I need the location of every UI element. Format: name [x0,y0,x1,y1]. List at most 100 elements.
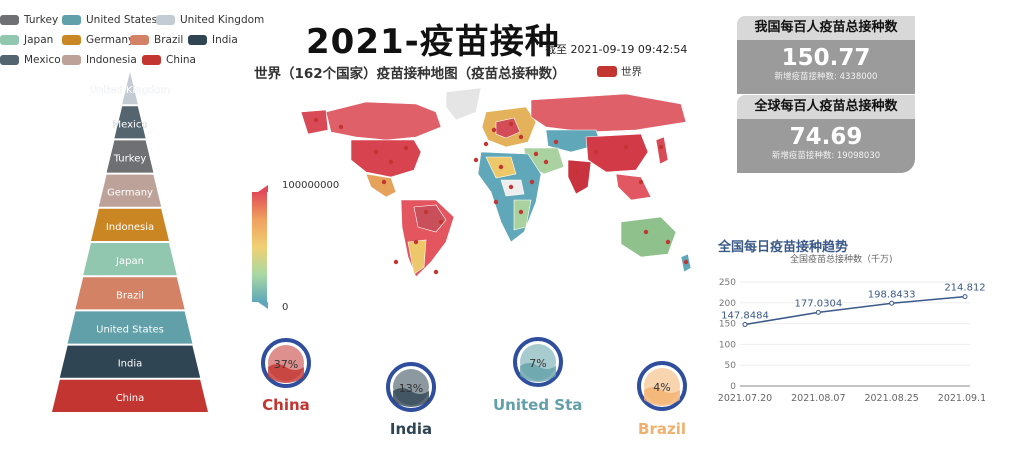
data-label: 147.8484 [721,310,769,321]
china-stat-value: 150.77 [781,45,871,71]
map-region-usa [350,139,422,178]
trend-legend-label: 全国疫苗总接种数（千万) [790,255,893,265]
gauge-label: China [262,396,310,414]
map-region-europe-2 [495,117,521,139]
global-stat-box: 74.69 新增疫苗接种数: 19098030 [737,119,915,173]
funnel-segment [122,72,138,105]
legend-item[interactable]: United States [62,14,157,26]
map-dot [518,134,524,140]
china-stat-box: 150.77 新增疫苗接种数: 4338000 [737,40,915,94]
funnel-label: Indonesia [106,222,154,233]
map-dot [498,164,504,170]
funnel-segment [75,277,185,310]
funnel-label: China [116,393,145,404]
legend-label: Brazil [154,34,184,46]
legend-swatch [62,35,81,45]
data-label: 198.8433 [868,289,916,300]
map-legend[interactable]: 世界 [597,64,642,79]
world-map[interactable] [296,82,696,282]
trend-legend[interactable]: 全国疫苗总接种数（千万) [790,252,893,265]
legend-item[interactable]: Germany [62,34,134,46]
page-title: 2021-疫苗接种 [306,22,560,62]
map-region-africa-3 [513,199,532,231]
gauge-percent: 37% [274,358,298,371]
gauge-wave [268,364,304,383]
funnel-segment [106,140,154,173]
funnel-segment [114,106,146,139]
map-region-japan [655,136,669,165]
legend-item[interactable]: Turkey [0,14,58,26]
map-dot [518,209,524,215]
funnel-segment [59,345,201,378]
map-dot [493,199,499,205]
legend-label: China [166,54,196,66]
funnel-label: Germany [107,188,153,199]
legend-item[interactable]: China [142,54,196,66]
map-dot [403,145,409,151]
map-dot [533,151,539,157]
map-dot [573,169,579,175]
legend-label: India [212,34,238,46]
gauge-wave [520,363,556,382]
funnel-label: Turkey [113,154,147,165]
x-tick-label: 2021.08.25 [864,393,918,404]
map-dot [543,159,549,165]
y-tick-label: 0 [730,382,736,392]
gauge-percent: 7% [529,357,546,370]
map-dot [508,184,514,190]
map-dot [483,141,489,147]
visual-map-gradient [252,192,267,302]
map-dot [433,269,439,275]
x-tick-label: 2021.07.20 [718,393,772,404]
visual-map-max-handle[interactable] [258,185,268,192]
data-point [742,321,748,327]
map-dot [683,259,689,265]
legend-swatch [0,15,19,25]
legend-swatch [0,35,19,45]
legend-item[interactable]: Indonesia [62,54,137,66]
trend-title: 全国每日疫苗接种趋势 [718,240,849,255]
map-dot [643,229,649,235]
legend-label: Germany [86,34,135,46]
map-dot [638,179,644,185]
legend-item[interactable]: United Kingdom [156,14,264,26]
visual-map-min-label: 0 [282,302,289,313]
gauge-label: United States [493,396,583,414]
legend-item[interactable]: Japan [0,34,53,46]
global-stat-title: 全球每百人疫苗总接种数 [737,95,915,119]
y-tick-label: 50 [725,361,737,371]
map-dot [473,157,479,163]
map-dot [423,209,429,215]
map-title: 世界（162个国家）疫苗接种地图（疫苗总接种数） [254,66,566,82]
legend-item[interactable]: Brazil [130,34,183,46]
funnel-label: Brazil [116,290,144,301]
legend-item[interactable]: Mexico [0,54,61,66]
funnel-chart: United Kingdom Mexico Turkey Germany Indones… [52,72,208,412]
timestamp: 截至 2021-09-19 09:42:54 [545,43,688,56]
series-line [744,295,966,326]
map-dot [393,259,399,265]
map-region-mexico [365,173,397,198]
legend-swatch [62,15,81,25]
map-dot [491,127,497,133]
legend-label: Turkey [24,14,59,26]
data-point [962,294,968,300]
legend-item[interactable]: India [188,34,238,46]
visual-map-min-handle[interactable] [258,302,268,309]
map-dot [553,139,559,145]
funnel-label: United Kingdom [90,85,170,96]
map-region-south-america-2 [413,204,447,233]
gauge-china: 37% [261,338,311,388]
y-tick-label: 200 [719,299,736,309]
x-tick-label: 2021.09.12 [938,393,985,404]
legend-label: United States [86,14,158,26]
y-tick-label: 250 [719,278,736,288]
map-dot [529,179,535,185]
funnel-label: Mexico [113,119,148,130]
global-stat-sub: 新增疫苗接种数: 19098030 [771,151,881,161]
visual-map[interactable] [252,185,272,315]
y-tick-label: 100 [719,340,736,350]
map-region-india [567,159,592,195]
china-stat-sub: 新增疫苗接种数: 4338000 [774,72,878,82]
china-stat-title: 我国每百人疫苗总接种数 [737,16,915,40]
